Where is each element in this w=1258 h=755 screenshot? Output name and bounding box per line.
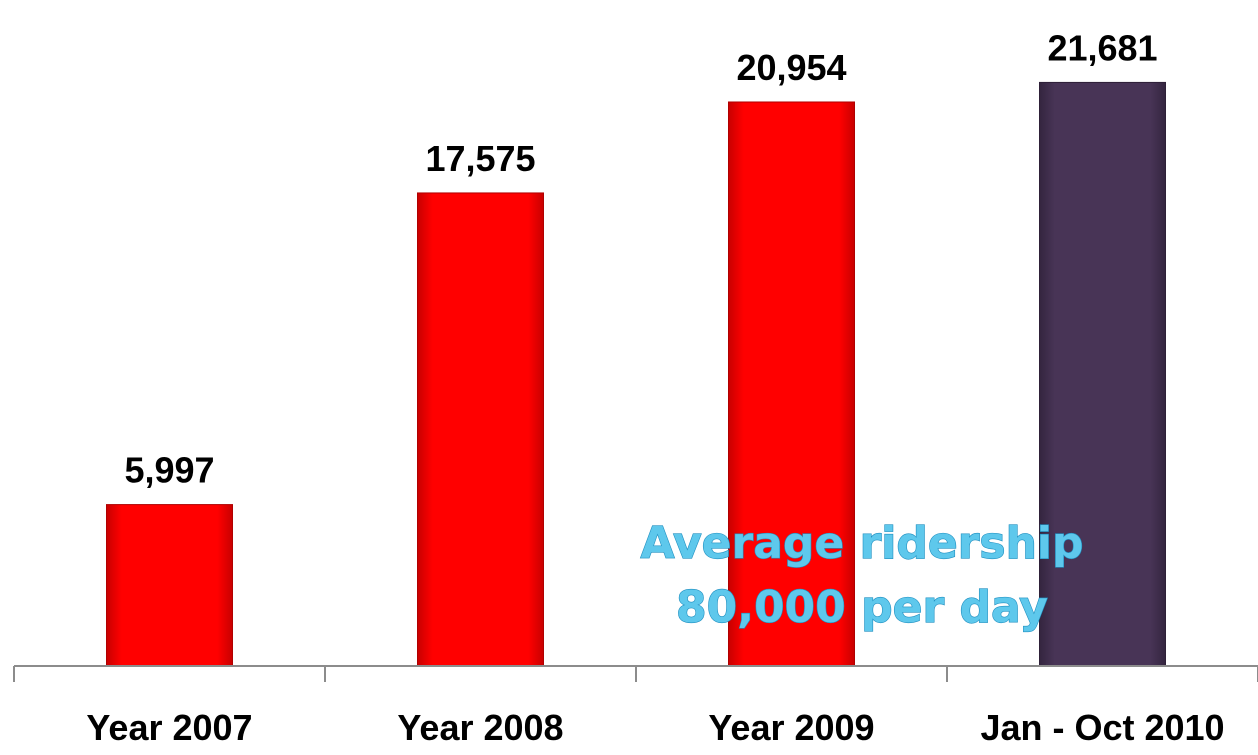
- value-label-4: 21,681: [1047, 27, 1157, 68]
- category-label-2: Year 2008: [397, 707, 563, 748]
- value-label-3: 20,954: [736, 47, 846, 88]
- category-label-4: Jan - Oct 2010: [980, 707, 1224, 748]
- bar-3: [728, 101, 855, 667]
- annotation-line-1: Average ridership: [641, 518, 1084, 569]
- value-labels: 5,997 17,575 20,954 21,681: [124, 27, 1157, 490]
- x-axis: [13, 665, 1258, 682]
- annotation: Average ridership 80,000 per day: [640, 517, 1084, 633]
- value-label-1: 5,997: [124, 450, 214, 491]
- category-labels: Year 2007 Year 2008 Year 2009 Jan - Oct 201…: [86, 707, 1224, 748]
- bar-4: [1039, 81, 1166, 667]
- category-label-1: Year 2007: [86, 707, 252, 748]
- bar-1: [106, 504, 233, 667]
- bar-2: [417, 192, 544, 667]
- category-label-3: Year 2009: [708, 707, 874, 748]
- bars-layer: [106, 81, 1166, 667]
- value-label-2: 17,575: [425, 138, 535, 179]
- annotation-line-2: 80,000 per day: [676, 582, 1048, 633]
